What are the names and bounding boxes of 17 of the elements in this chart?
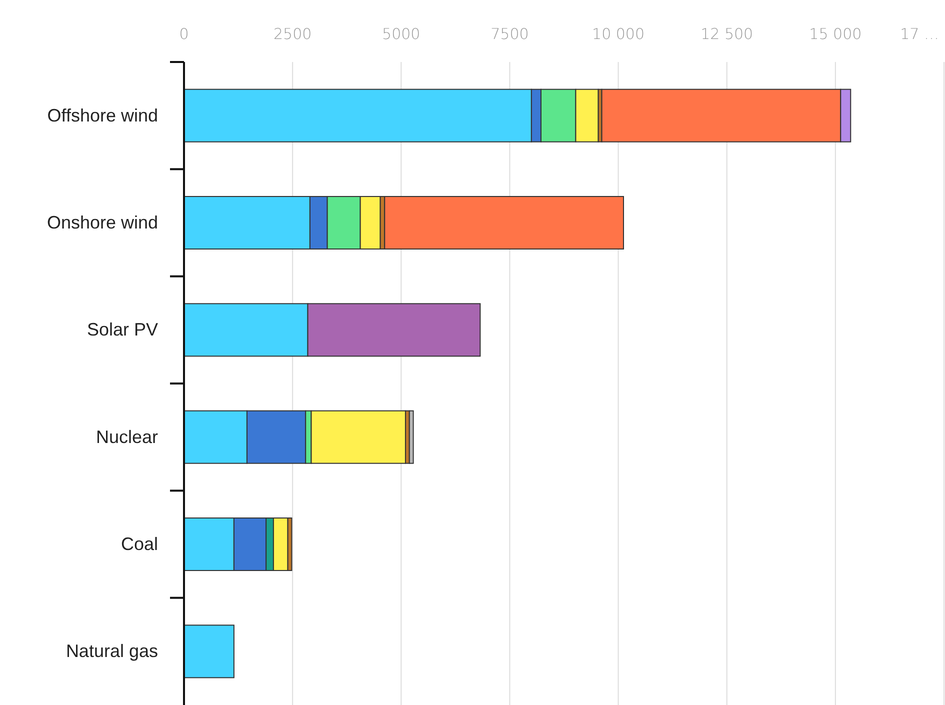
x-tick-label: 10 000 [592, 25, 645, 43]
x-tick-label: 5000 [382, 25, 420, 43]
y-tick-label: Natural gas [66, 641, 158, 662]
bar [384, 196, 624, 250]
y-tick-label: Solar PV [86, 320, 158, 340]
x-tick-label: 2500 [273, 25, 312, 43]
y-tick-label: Coal [120, 534, 158, 554]
y-tick-label: Offshore wind [47, 105, 158, 126]
x-tick-label: 12 500 [700, 25, 754, 43]
bar [184, 624, 234, 678]
bar [408, 410, 414, 464]
x-tick-label: 7500 [490, 25, 529, 43]
x-tick-label: 15 000 [809, 25, 862, 43]
x-tick-label: 0 [179, 25, 189, 43]
y-tick-label: Nuclear [96, 426, 158, 447]
y-tick-label: Onshore wind [46, 212, 158, 233]
x-tick-label: 17 … [900, 25, 939, 43]
